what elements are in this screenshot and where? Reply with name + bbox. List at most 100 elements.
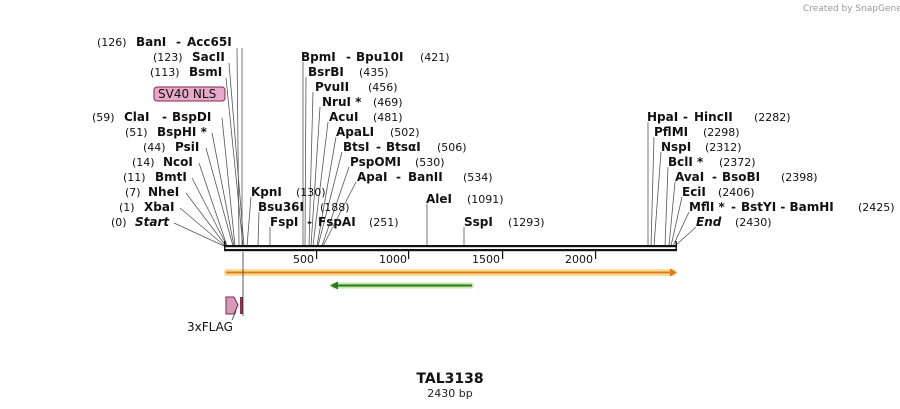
enzyme-name: Bpu10I	[356, 50, 403, 64]
enzyme-position: (126)	[97, 36, 127, 49]
green-feature-arrow[interactable]	[330, 281, 474, 290]
enzyme-name: HincII	[694, 110, 733, 124]
enzyme-name: PvuII	[315, 80, 349, 94]
left-connectors	[173, 47, 245, 247]
enzyme-position: (51)	[125, 126, 148, 139]
right-enzyme-labels: HpaI - HincII (2282) PflMI (2298) NspI (…	[647, 110, 895, 229]
svg-text:-: -	[731, 200, 736, 214]
enzyme-position: (530)	[415, 156, 445, 169]
enzyme-position: (123)	[153, 51, 183, 64]
mid-connectors	[246, 62, 465, 247]
enzyme-name: XbaI	[144, 200, 174, 214]
svg-text:-: -	[396, 170, 401, 184]
enzyme-position: (14)	[132, 156, 155, 169]
enzyme-name: SacII	[192, 50, 225, 64]
enzyme-name: HpaI	[647, 110, 678, 124]
flag-feature[interactable]: 3xFLAG	[187, 296, 243, 334]
sv40-nls-label: SV40 NLS	[158, 87, 216, 101]
enzyme-position: (11)	[123, 171, 146, 184]
enzyme-position: (2298)	[703, 126, 740, 139]
enzyme-name: BtsαI	[386, 140, 421, 154]
orf-track[interactable]	[224, 268, 677, 277]
dna-backbone	[224, 241, 677, 252]
enzyme-position: (2430)	[735, 216, 772, 229]
sv40-nls-feature[interactable]: SV40 NLS	[153, 86, 226, 102]
enzyme-position: (469)	[373, 96, 403, 109]
enzyme-name: FspI	[270, 215, 298, 229]
enzyme-name: FspAI	[318, 215, 356, 229]
enzyme-position: (251)	[369, 216, 399, 229]
enzyme-name: SspI	[464, 215, 493, 229]
tick-label: 1500	[472, 253, 500, 266]
enzyme-position: (59)	[92, 111, 115, 124]
enzyme-name: End	[696, 215, 722, 229]
enzyme-name: PflMI	[654, 125, 688, 139]
tick-label: 1000	[379, 253, 407, 266]
enzyme-name: BpmI	[301, 50, 336, 64]
enzyme-name: NcoI	[163, 155, 193, 169]
enzyme-name: AcuI	[329, 110, 358, 124]
mid-enzyme-labels: BpmI - Bpu10I (421) BsrBI (435) PvuII (4…	[251, 50, 545, 229]
enzyme-name: NheI	[148, 185, 179, 199]
enzyme-name: ClaI	[124, 110, 149, 124]
enzyme-name: EciI	[682, 185, 706, 199]
enzyme-name: BsrBI	[308, 65, 344, 79]
enzyme-position: (435)	[359, 66, 389, 79]
enzyme-position: (44)	[143, 141, 166, 154]
tick-label: 2000	[565, 253, 593, 266]
enzyme-name: BanI	[136, 35, 166, 49]
enzyme-position: (188)	[320, 201, 350, 214]
svg-text:-: -	[346, 50, 351, 64]
enzyme-name: BanII	[408, 170, 443, 184]
enzyme-position: (502)	[390, 126, 420, 139]
enzyme-name: Bsu36I	[258, 200, 304, 214]
enzyme-name: KpnI	[251, 185, 282, 199]
enzyme-name: PspOMI	[350, 155, 401, 169]
svg-text:-: -	[176, 35, 181, 49]
enzyme-position: (0)	[111, 216, 127, 229]
svg-text:-: -	[307, 215, 312, 229]
enzyme-position: (7)	[125, 186, 141, 199]
flag-label: 3xFLAG	[187, 320, 233, 334]
enzyme-position: (1)	[119, 201, 135, 214]
enzyme-position: (534)	[463, 171, 493, 184]
enzyme-name: BstYI - BamHI	[741, 200, 834, 214]
map-title: TAL3138	[416, 371, 483, 387]
svg-text:-: -	[376, 140, 381, 154]
enzyme-position: (2406)	[718, 186, 755, 199]
enzyme-name: AleI	[426, 192, 452, 206]
enzyme-name: ApaI	[357, 170, 387, 184]
enzyme-name: BtsI	[343, 140, 370, 154]
enzyme-name: MflI *	[689, 200, 725, 214]
enzyme-position: (130)	[296, 186, 326, 199]
map-length: 2430 bp	[427, 387, 472, 400]
svg-text:-: -	[162, 110, 167, 124]
enzyme-name: AvaI	[675, 170, 704, 184]
enzyme-name: BspDI	[172, 110, 211, 124]
enzyme-position: (2282)	[754, 111, 791, 124]
enzyme-name: BmtI	[155, 170, 187, 184]
enzyme-name: Start	[135, 215, 170, 229]
enzyme-name: BspHI *	[157, 125, 208, 139]
scale-ticks: 500 1000 1500 2000	[293, 251, 597, 266]
enzyme-position: (1091)	[467, 193, 504, 206]
enzyme-name: BsoBI	[722, 170, 760, 184]
enzyme-position: (2312)	[705, 141, 742, 154]
enzyme-position: (2398)	[781, 171, 818, 184]
enzyme-position: (421)	[420, 51, 450, 64]
right-connectors	[647, 122, 697, 247]
enzyme-position: (2372)	[719, 156, 756, 169]
tick-label: 500	[293, 253, 314, 266]
snapgene-watermark: Created by SnapGene	[803, 4, 900, 14]
enzyme-position: (1293)	[508, 216, 545, 229]
enzyme-name: PsiI	[175, 140, 199, 154]
svg-text:-: -	[683, 110, 688, 124]
enzyme-position: (113)	[150, 66, 180, 79]
enzyme-name: BsmI	[189, 65, 222, 79]
enzyme-position: (506)	[437, 141, 467, 154]
enzyme-position: (456)	[368, 81, 398, 94]
enzyme-name: ApaLI	[336, 125, 374, 139]
enzyme-name: BclI *	[668, 155, 704, 169]
enzyme-name: Acc65I	[187, 35, 232, 49]
